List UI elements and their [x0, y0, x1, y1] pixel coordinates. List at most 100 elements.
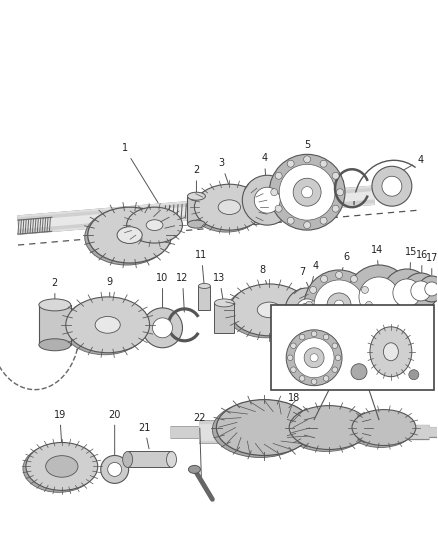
Ellipse shape [188, 465, 201, 473]
Circle shape [290, 343, 296, 349]
Circle shape [351, 364, 367, 379]
Text: 8: 8 [259, 265, 268, 289]
Circle shape [311, 331, 317, 337]
Circle shape [323, 334, 329, 340]
Circle shape [393, 279, 421, 307]
Text: 7: 7 [299, 267, 318, 309]
Circle shape [350, 276, 357, 282]
Circle shape [306, 301, 313, 309]
Circle shape [320, 217, 327, 224]
Circle shape [327, 293, 351, 317]
Text: 18: 18 [288, 393, 300, 412]
Text: 11: 11 [195, 250, 208, 285]
Text: 10: 10 [156, 273, 169, 313]
Circle shape [334, 300, 344, 310]
Circle shape [304, 222, 311, 229]
Ellipse shape [39, 339, 71, 351]
Text: 22: 22 [193, 413, 206, 477]
Ellipse shape [286, 408, 366, 451]
Circle shape [304, 156, 311, 163]
Ellipse shape [226, 286, 306, 338]
Text: 16: 16 [416, 250, 428, 275]
Circle shape [419, 276, 438, 302]
Ellipse shape [257, 302, 281, 318]
Text: 17: 17 [426, 253, 438, 275]
Text: 2: 2 [52, 278, 58, 309]
Circle shape [332, 205, 339, 212]
Ellipse shape [95, 317, 120, 333]
Ellipse shape [23, 445, 95, 492]
Circle shape [275, 172, 282, 179]
Circle shape [383, 269, 431, 317]
Bar [214, 303, 234, 333]
Circle shape [347, 265, 411, 329]
Circle shape [269, 155, 345, 230]
Text: 20: 20 [109, 409, 121, 455]
Circle shape [304, 270, 374, 340]
Ellipse shape [88, 207, 172, 263]
Text: 9: 9 [106, 277, 113, 305]
Circle shape [275, 205, 282, 212]
Circle shape [361, 317, 368, 324]
Circle shape [310, 317, 317, 324]
Ellipse shape [127, 207, 183, 243]
Circle shape [254, 187, 280, 213]
Circle shape [321, 276, 328, 282]
Circle shape [304, 348, 324, 368]
Ellipse shape [289, 406, 369, 449]
Circle shape [409, 370, 419, 379]
Circle shape [336, 189, 343, 196]
Circle shape [285, 288, 329, 332]
Circle shape [425, 282, 438, 296]
Circle shape [311, 379, 317, 384]
Circle shape [271, 189, 278, 196]
Text: 4: 4 [309, 261, 319, 295]
Circle shape [336, 271, 343, 278]
Ellipse shape [216, 400, 312, 456]
Ellipse shape [349, 411, 413, 448]
Ellipse shape [383, 343, 399, 361]
Ellipse shape [218, 200, 240, 214]
Bar [198, 286, 210, 310]
Circle shape [411, 281, 431, 301]
Circle shape [365, 301, 372, 309]
Ellipse shape [125, 208, 180, 244]
Circle shape [296, 299, 318, 321]
Circle shape [108, 463, 122, 477]
Circle shape [336, 332, 343, 338]
Bar [187, 196, 205, 224]
Ellipse shape [194, 184, 264, 230]
Circle shape [310, 286, 317, 294]
Bar [127, 451, 172, 467]
Circle shape [332, 367, 338, 373]
Text: 13: 13 [213, 273, 226, 305]
Circle shape [332, 343, 338, 349]
Circle shape [287, 160, 294, 167]
Text: 7: 7 [376, 414, 382, 433]
Circle shape [320, 160, 327, 167]
Circle shape [361, 286, 368, 294]
Circle shape [321, 327, 328, 334]
Circle shape [335, 355, 341, 360]
Ellipse shape [166, 451, 177, 467]
Text: 14: 14 [371, 245, 383, 275]
Text: 1: 1 [122, 143, 158, 203]
Circle shape [287, 355, 293, 360]
Ellipse shape [214, 299, 234, 307]
Circle shape [350, 327, 357, 334]
Text: 12: 12 [176, 273, 189, 312]
Ellipse shape [85, 209, 169, 265]
Text: 23: 23 [295, 303, 313, 339]
Ellipse shape [198, 284, 210, 288]
Circle shape [290, 367, 296, 373]
Circle shape [332, 172, 339, 179]
Ellipse shape [352, 409, 416, 446]
Text: 4: 4 [261, 154, 267, 181]
Ellipse shape [187, 192, 205, 200]
Circle shape [299, 334, 305, 340]
Text: 4: 4 [393, 155, 424, 176]
Text: 5: 5 [318, 414, 328, 433]
Ellipse shape [117, 227, 142, 244]
Ellipse shape [123, 451, 133, 467]
Ellipse shape [51, 459, 73, 474]
